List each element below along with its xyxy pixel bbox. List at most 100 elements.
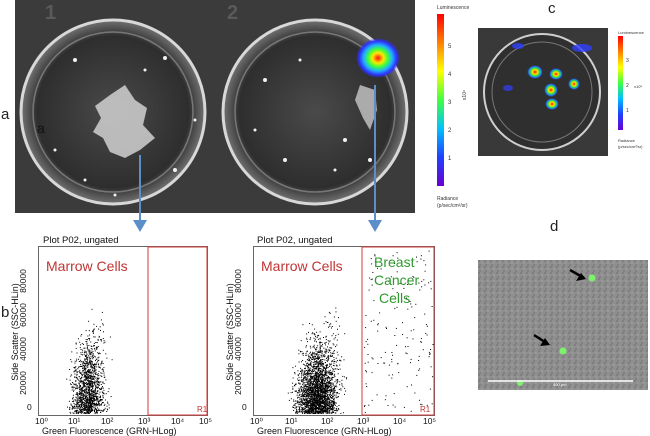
scatter-point — [312, 369, 314, 370]
scatter-point — [315, 375, 317, 377]
scatter-point — [319, 377, 321, 379]
scatter-point — [76, 403, 78, 405]
scatter-point — [101, 339, 103, 341]
scatter-point — [76, 392, 78, 394]
scatter-point — [95, 392, 97, 394]
scatter-point — [332, 343, 334, 345]
scatter-point — [89, 403, 91, 405]
scatter-point — [333, 407, 335, 409]
scatter-point — [322, 397, 323, 399]
scatter-point — [313, 358, 315, 360]
scatter-point — [324, 404, 326, 406]
scatter-point — [313, 352, 315, 354]
scatter-point — [85, 361, 87, 363]
scatter-point — [329, 399, 331, 401]
scatter-point — [92, 388, 94, 389]
scatter-point — [294, 372, 296, 373]
scatter-point — [92, 367, 94, 369]
scatter-point — [311, 373, 313, 375]
scatter-point — [304, 400, 306, 402]
scatter-point — [87, 400, 89, 402]
scatter-point — [316, 381, 318, 383]
scatter-point — [307, 403, 309, 405]
scatter-point — [89, 361, 91, 362]
scatter-point — [333, 370, 335, 372]
scatter-point — [307, 412, 308, 414]
scatter-point — [307, 369, 309, 371]
scatter-point — [314, 328, 316, 330]
scatter-point — [324, 377, 326, 379]
scatter-point — [335, 311, 337, 313]
scatter-point — [332, 368, 334, 370]
scatter-point — [85, 388, 87, 390]
scatter-point — [310, 380, 312, 382]
scatter-point — [302, 324, 304, 326]
scatter-point — [83, 405, 85, 407]
scatter-point — [332, 405, 334, 407]
scatter-point — [99, 367, 101, 369]
scatter-point — [329, 404, 331, 406]
scatter-point — [84, 405, 86, 407]
scatter-point — [388, 374, 390, 376]
scatter-point — [310, 373, 312, 375]
scatter-point — [324, 395, 326, 397]
scatter-point — [95, 342, 97, 343]
scatter-point — [322, 391, 324, 393]
scatter-point — [96, 366, 98, 368]
scatter-point — [89, 353, 91, 355]
scatter-point — [315, 408, 317, 410]
scatter-point — [81, 397, 83, 399]
scatter-point — [89, 339, 90, 341]
scatter-point — [298, 396, 300, 398]
scatter-point — [328, 387, 330, 389]
scatter-point — [90, 394, 92, 396]
scatter-point — [305, 345, 307, 347]
scatter-point — [98, 328, 100, 330]
scatter-point — [324, 408, 326, 409]
scatter-point — [100, 364, 102, 366]
scatter-point — [294, 385, 295, 386]
scatter-point — [325, 362, 326, 364]
scatter-point — [76, 372, 78, 374]
scatter-point — [90, 411, 91, 413]
scatter-point — [302, 408, 304, 410]
scatter-point — [90, 389, 92, 391]
scatter-point — [313, 390, 314, 391]
scatter-point — [315, 384, 317, 386]
scatter-point — [94, 376, 96, 377]
scatter-point — [90, 371, 92, 373]
scatter-point — [314, 338, 316, 340]
scatter-point — [299, 379, 301, 381]
scatter-point — [90, 397, 92, 399]
scatter-point — [325, 385, 327, 387]
scatter-point — [332, 400, 334, 402]
scatter-point — [319, 396, 321, 398]
scatter-point — [96, 412, 98, 414]
scatter-point — [90, 360, 92, 362]
scatter-point — [87, 374, 89, 376]
scatter-point — [315, 367, 317, 369]
scatter-point — [80, 393, 82, 394]
scatter-point — [75, 380, 77, 382]
scatter-point — [101, 399, 103, 401]
scatter-point — [330, 366, 332, 368]
scatter-point — [80, 389, 82, 391]
scatter-point — [310, 402, 312, 404]
scatter-point — [332, 333, 334, 335]
scatter-point — [315, 336, 316, 338]
scatter-point — [322, 408, 324, 409]
scatter-point — [328, 349, 330, 351]
scatter-point — [314, 386, 315, 388]
plot-right-cancer-label-2: Cancer — [374, 272, 420, 288]
scatter-point — [306, 406, 308, 408]
scatter-point — [304, 364, 305, 366]
scatter-point — [86, 406, 88, 408]
scatter-point — [93, 345, 95, 347]
scatter-point — [313, 384, 315, 386]
scatter-point — [68, 400, 70, 402]
scatter-point — [344, 333, 346, 335]
scatter-point — [315, 363, 317, 365]
scatter-point — [318, 396, 320, 397]
scatter-point — [338, 389, 340, 390]
scatter-point — [313, 368, 315, 369]
